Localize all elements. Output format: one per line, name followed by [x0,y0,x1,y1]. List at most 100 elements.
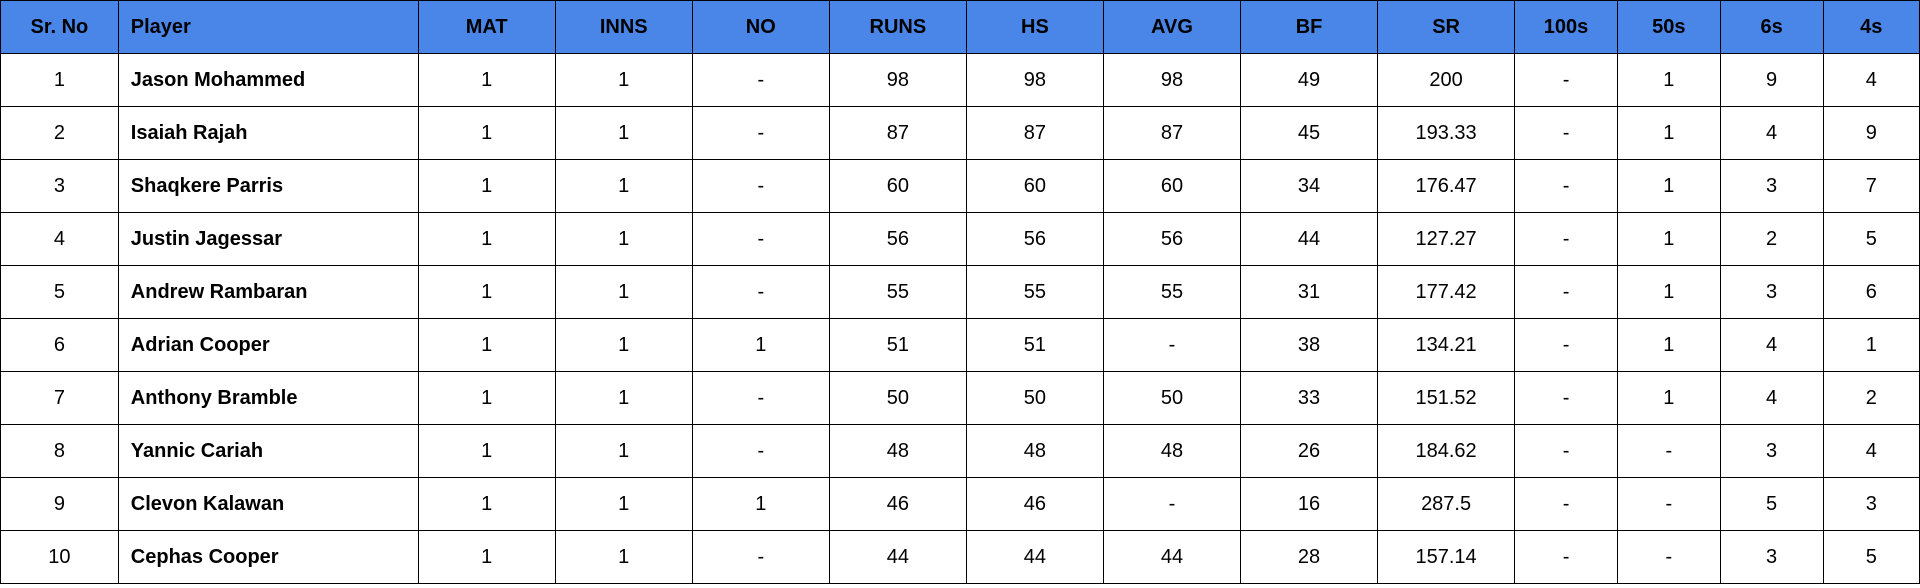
stat-cell-hs: 50 [966,372,1103,425]
stat-cell-s6: 2 [1720,213,1823,266]
stat-cell-sr: 10 [1,531,119,584]
stat-cell-avg: - [1103,478,1240,531]
stat-cell-h50: 1 [1617,54,1720,107]
stat-cell-h100: - [1515,478,1618,531]
stat-cell-mat: 1 [418,319,555,372]
stat-cell-bf: 28 [1241,531,1378,584]
table-row: 1Jason Mohammed11-98989849200-194 [1,54,1920,107]
stat-cell-srate: 157.14 [1378,531,1515,584]
stat-cell-hs: 44 [966,531,1103,584]
stat-cell-avg: 48 [1103,425,1240,478]
stat-cell-runs: 44 [829,531,966,584]
stat-cell-s6: 3 [1720,531,1823,584]
stat-cell-sr: 5 [1,266,119,319]
col-header-s4: 4s [1823,1,1919,54]
stat-cell-mat: 1 [418,531,555,584]
stat-cell-s4: 1 [1823,319,1919,372]
stat-cell-s6: 9 [1720,54,1823,107]
stat-cell-no: - [692,213,829,266]
stat-cell-no: - [692,107,829,160]
stat-cell-inns: 1 [555,425,692,478]
col-header-sr: Sr. No [1,1,119,54]
stat-cell-hs: 51 [966,319,1103,372]
stat-cell-runs: 60 [829,160,966,213]
col-header-runs: RUNS [829,1,966,54]
stat-cell-h100: - [1515,319,1618,372]
stat-cell-h50: 1 [1617,160,1720,213]
stat-cell-bf: 38 [1241,319,1378,372]
player-cell: Isaiah Rajah [118,107,418,160]
col-header-h100: 100s [1515,1,1618,54]
stat-cell-sr: 4 [1,213,119,266]
stat-cell-no: - [692,54,829,107]
stat-cell-bf: 26 [1241,425,1378,478]
stat-cell-avg: 60 [1103,160,1240,213]
stat-cell-no: - [692,531,829,584]
stat-cell-bf: 33 [1241,372,1378,425]
table-row: 4Justin Jagessar11-56565644127.27-125 [1,213,1920,266]
stat-cell-bf: 49 [1241,54,1378,107]
stat-cell-bf: 45 [1241,107,1378,160]
stat-cell-h100: - [1515,107,1618,160]
stat-cell-srate: 177.42 [1378,266,1515,319]
stat-cell-no: 1 [692,478,829,531]
stat-cell-sr: 3 [1,160,119,213]
stat-cell-avg: 44 [1103,531,1240,584]
player-cell: Yannic Cariah [118,425,418,478]
stat-cell-inns: 1 [555,372,692,425]
stat-cell-inns: 1 [555,213,692,266]
stat-cell-runs: 48 [829,425,966,478]
stat-cell-h50: 1 [1617,213,1720,266]
stat-cell-h100: - [1515,425,1618,478]
stat-cell-srate: 151.52 [1378,372,1515,425]
player-cell: Clevon Kalawan [118,478,418,531]
stat-cell-runs: 98 [829,54,966,107]
stat-cell-hs: 46 [966,478,1103,531]
stat-cell-sr: 8 [1,425,119,478]
stat-cell-hs: 87 [966,107,1103,160]
stat-cell-s4: 3 [1823,478,1919,531]
stat-cell-h50: - [1617,531,1720,584]
stat-cell-h50: 1 [1617,372,1720,425]
stat-cell-sr: 9 [1,478,119,531]
table-row: 6Adrian Cooper1115151-38134.21-141 [1,319,1920,372]
table-row: 2Isaiah Rajah11-87878745193.33-149 [1,107,1920,160]
stats-table: Sr. NoPlayerMATINNSNORUNSHSAVGBFSR100s50… [0,0,1920,584]
stat-cell-runs: 51 [829,319,966,372]
stat-cell-mat: 1 [418,160,555,213]
table-row: 10Cephas Cooper11-44444428157.14--35 [1,531,1920,584]
stat-cell-srate: 200 [1378,54,1515,107]
table-row: 5Andrew Rambaran11-55555531177.42-136 [1,266,1920,319]
player-cell: Shaqkere Parris [118,160,418,213]
stat-cell-hs: 48 [966,425,1103,478]
stat-cell-s4: 6 [1823,266,1919,319]
stat-cell-bf: 34 [1241,160,1378,213]
stat-cell-runs: 55 [829,266,966,319]
stat-cell-s4: 4 [1823,425,1919,478]
stat-cell-s6: 4 [1720,319,1823,372]
player-cell: Adrian Cooper [118,319,418,372]
stat-cell-h50: 1 [1617,319,1720,372]
stat-cell-sr: 1 [1,54,119,107]
stat-cell-srate: 287.5 [1378,478,1515,531]
stat-cell-h100: - [1515,213,1618,266]
stat-cell-sr: 6 [1,319,119,372]
stat-cell-mat: 1 [418,266,555,319]
stat-cell-h100: - [1515,531,1618,584]
col-header-inns: INNS [555,1,692,54]
player-cell: Jason Mohammed [118,54,418,107]
stat-cell-hs: 55 [966,266,1103,319]
stat-cell-inns: 1 [555,160,692,213]
stat-cell-h100: - [1515,54,1618,107]
stat-cell-mat: 1 [418,425,555,478]
stat-cell-runs: 87 [829,107,966,160]
stat-cell-s4: 4 [1823,54,1919,107]
stat-cell-mat: 1 [418,478,555,531]
stat-cell-no: - [692,160,829,213]
stat-cell-h100: - [1515,372,1618,425]
col-header-player: Player [118,1,418,54]
stat-cell-s4: 5 [1823,531,1919,584]
stat-cell-h100: - [1515,160,1618,213]
stat-cell-mat: 1 [418,107,555,160]
stat-cell-h50: - [1617,425,1720,478]
